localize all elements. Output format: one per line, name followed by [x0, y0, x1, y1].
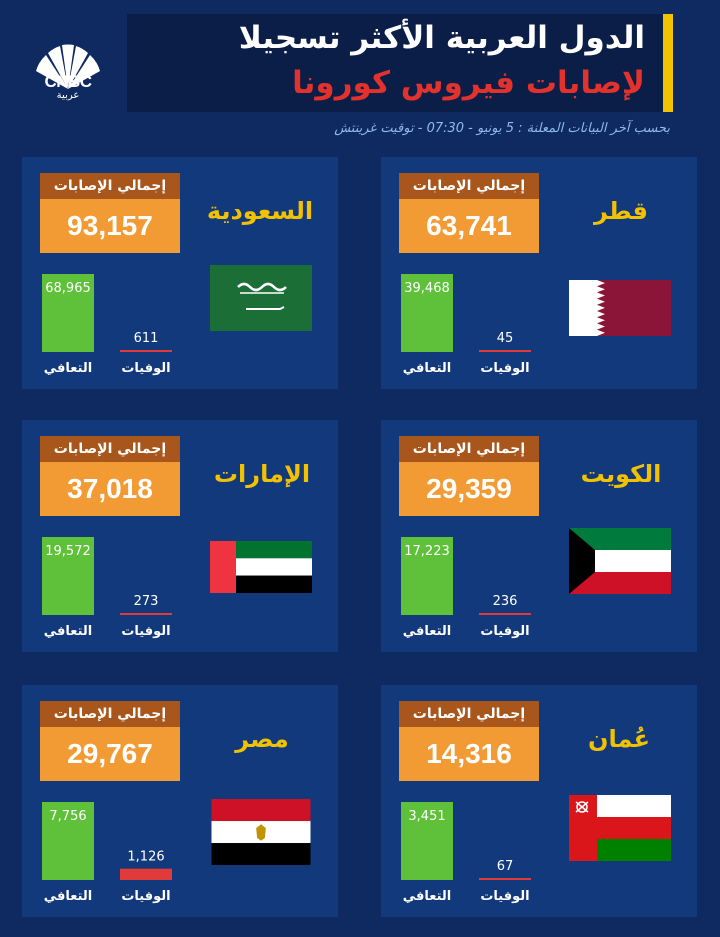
qatar-flag-icon: [569, 280, 671, 336]
bar-chart: 19,572 273 التعافي الوفيات: [42, 537, 172, 639]
total-value: 14,316: [399, 727, 539, 781]
deaths-bar: [120, 613, 172, 615]
total-label: إجمالي الإصابات: [40, 701, 180, 727]
bar-chart: 68,965 611 التعافي الوفيات: [42, 274, 172, 376]
recovered-value: 39,468: [404, 281, 450, 296]
recovered-value: 68,965: [45, 281, 91, 296]
bar-chart: 3,451 67 التعافي الوفيات: [401, 802, 531, 904]
deaths-label: الوفيات: [121, 361, 170, 376]
total-label: إجمالي الإصابات: [399, 436, 539, 462]
deaths-value: 45: [497, 331, 514, 346]
recovered-bar: [401, 802, 453, 880]
uae-flag-icon: [210, 541, 312, 593]
deaths-value: 1,126: [127, 850, 164, 865]
recovered-label: التعافي: [44, 624, 93, 639]
country-name: قطر: [593, 197, 649, 225]
card-saudi: إجمالي الإصابات 93,157 السعودية 68,965 61…: [22, 157, 338, 389]
deaths-label: الوفيات: [480, 624, 529, 639]
page-title-line2: لإصابات فيروس كورونا: [292, 65, 645, 101]
total-box: إجمالي الإصابات 14,316: [399, 701, 539, 781]
page-title-line1: الدول العربية الأكثر تسجيلا: [238, 20, 645, 56]
total-box: إجمالي الإصابات 37,018: [40, 436, 180, 516]
recovered-bar: [42, 802, 94, 880]
recovered-value: 7,756: [49, 809, 86, 824]
recovered-value: 19,572: [45, 544, 91, 559]
total-box: إجمالي الإصابات 63,741: [399, 173, 539, 253]
title-box: الدول العربية الأكثر تسجيلا لإصابات فيرو…: [127, 14, 673, 112]
total-value: 63,741: [399, 199, 539, 253]
country-name: السعودية: [206, 197, 314, 225]
total-value: 37,018: [40, 462, 180, 516]
deaths-bar: [479, 350, 531, 352]
total-label: إجمالي الإصابات: [40, 173, 180, 199]
recovered-bar: [42, 274, 94, 352]
card-qatar: إجمالي الإصابات 63,741 قطر 39,468 45 التعا…: [381, 157, 697, 389]
country-name: مصر: [235, 725, 289, 753]
logo-text: CNBC: [44, 72, 92, 91]
recovered-value: 3,451: [408, 809, 445, 824]
cnbc-peacock-logo: [36, 44, 100, 89]
bar-chart: 7,756 1,126 التعافي الوفيات: [42, 802, 172, 904]
deaths-bar: [479, 878, 531, 880]
recovered-bar: [42, 537, 94, 615]
recovered-label: التعافي: [403, 889, 452, 904]
deaths-label: الوفيات: [121, 889, 170, 904]
deaths-label: الوفيات: [480, 361, 529, 376]
deaths-bar: [120, 350, 172, 352]
deaths-value: 67: [497, 859, 514, 874]
total-box: إجمالي الإصابات 29,767: [40, 701, 180, 781]
egypt-flag-icon: [211, 799, 311, 865]
deaths-bar: [479, 613, 531, 615]
total-box: إجمالي الإصابات 29,359: [399, 436, 539, 516]
oman-flag-icon: [569, 795, 671, 861]
recovered-label: التعافي: [44, 889, 93, 904]
total-label: إجمالي الإصابات: [40, 436, 180, 462]
country-name: الكويت: [580, 460, 662, 488]
country-name: عُمان: [588, 725, 650, 753]
recovered-bar: [401, 274, 453, 352]
total-label: إجمالي الإصابات: [399, 173, 539, 199]
recovered-label: التعافي: [403, 361, 452, 376]
kuwait-flag-icon: [569, 528, 671, 594]
total-label: إجمالي الإصابات: [399, 701, 539, 727]
logo-subtext: عربية: [56, 90, 80, 101]
card-kuwait: إجمالي الإصابات 29,359 الكويت 17,223 236 ا…: [381, 420, 697, 652]
bar-chart: 39,468 45 التعافي الوفيات: [401, 274, 531, 376]
card-uae: إجمالي الإصابات 37,018 الإمارات 19,572 27…: [22, 420, 338, 652]
recovered-label: التعافي: [44, 361, 93, 376]
card-oman: إجمالي الإصابات 14,316 عُمان 3,451 67 التع…: [381, 685, 697, 917]
bar-chart: 17,223 236 التعافي الوفيات: [401, 537, 531, 639]
deaths-value: 273: [134, 594, 159, 609]
country-name: الإمارات: [213, 460, 311, 488]
recovered-bar: [401, 537, 453, 615]
recovered-label: التعافي: [403, 624, 452, 639]
total-value: 29,767: [40, 727, 180, 781]
total-value: 93,157: [40, 199, 180, 253]
saudi-flag-icon: [210, 265, 312, 331]
deaths-label: الوفيات: [121, 624, 170, 639]
card-egypt: إجمالي الإصابات 29,767 مصر 7,756 1,126 الت…: [22, 685, 338, 917]
total-box: إجمالي الإصابات 93,157: [40, 173, 180, 253]
deaths-bar: [120, 868, 172, 880]
deaths-value: 236: [493, 594, 518, 609]
recovered-value: 17,223: [404, 544, 450, 559]
deaths-value: 611: [134, 331, 159, 346]
deaths-label: الوفيات: [480, 889, 529, 904]
page-subtitle: بحسب آخر البيانات المعلنة : 5 يونيو - 07…: [334, 121, 670, 136]
total-value: 29,359: [399, 462, 539, 516]
